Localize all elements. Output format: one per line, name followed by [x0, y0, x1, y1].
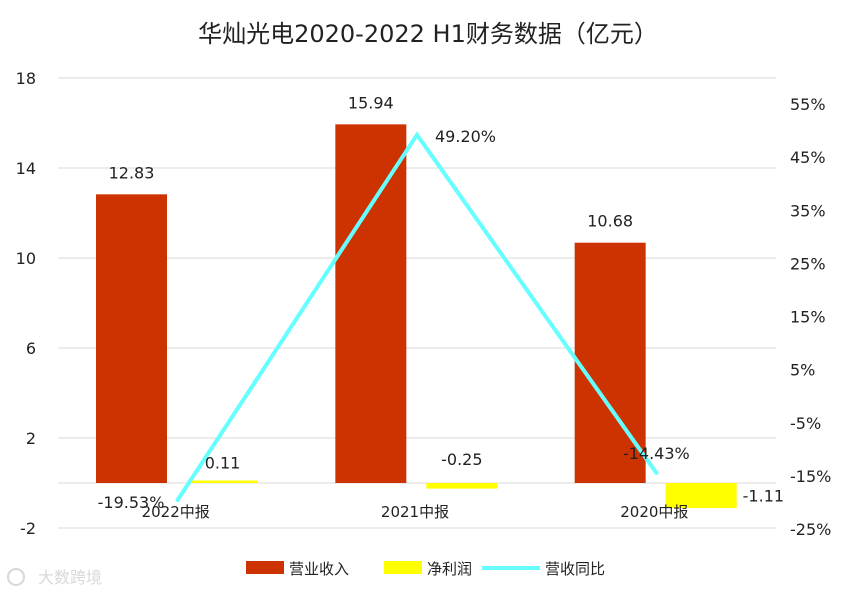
- right-tick-label: 25%: [790, 254, 826, 273]
- net-profit-data-label: 0.11: [205, 454, 241, 473]
- right-tick-label: -25%: [790, 520, 831, 539]
- net-profit-data-label: -0.25: [441, 450, 482, 469]
- watermark-logo-icon: [7, 568, 25, 586]
- right-tick-label: -5%: [790, 414, 821, 433]
- category-labels: 2022中报 2021中报 2020中报: [142, 503, 689, 521]
- chart-title: 华灿光电2020-2022 H1财务数据（亿元）: [198, 20, 658, 48]
- legend-label: 净利润: [427, 560, 472, 578]
- left-tick-label: 10: [16, 249, 36, 268]
- category-label: 2020中报: [620, 503, 688, 521]
- right-tick-label: 15%: [790, 308, 826, 327]
- net-profit-data-label: -1.11: [743, 486, 784, 505]
- yoy-data-label: -19.53%: [98, 493, 165, 512]
- legend-label: 营收同比: [545, 560, 605, 578]
- revenue-data-label: 10.68: [587, 212, 633, 231]
- yoy-point: [175, 497, 180, 502]
- left-tick-label: -2: [20, 519, 36, 538]
- left-tick-label: 2: [26, 429, 36, 448]
- left-tick-label: 14: [16, 159, 36, 178]
- grid-lines: [58, 77, 776, 529]
- legend: 营业收入 净利润 营收同比: [246, 560, 605, 578]
- legend-swatch: [246, 561, 284, 574]
- right-axis-ticks: -25% -15% -5% 5% 15% 25% 35% 45% 55%: [790, 95, 831, 539]
- right-tick-label: 45%: [790, 148, 826, 167]
- left-tick-label: 18: [16, 69, 36, 88]
- right-tick-label: 55%: [790, 95, 826, 114]
- revenue-bar: [96, 194, 167, 483]
- yoy-data-label: 49.20%: [435, 127, 496, 146]
- yoy-point: [415, 132, 419, 137]
- watermark-text: 大数跨境: [38, 568, 102, 587]
- yoy-data-label: -14.43%: [623, 444, 690, 463]
- net-profit-bar: [187, 480, 258, 483]
- right-tick-label: 35%: [790, 201, 826, 220]
- category-label: 2021中报: [381, 503, 449, 521]
- yoy-point: [654, 470, 659, 475]
- net-profit-bar: [665, 483, 737, 508]
- revenue-bar: [335, 124, 407, 483]
- revenue-data-label: 15.94: [348, 93, 394, 112]
- right-tick-label: -15%: [790, 467, 831, 486]
- net-profit-bar: [426, 483, 498, 489]
- watermark: 大数跨境: [7, 568, 102, 587]
- category-label: 2022中报: [142, 503, 210, 521]
- left-axis-ticks: -2 2 6 10 14 18: [16, 69, 36, 538]
- legend-swatch: [384, 561, 422, 574]
- revenue-data-label: 12.83: [109, 163, 155, 182]
- yoy-line: [175, 131, 659, 502]
- left-tick-label: 6: [26, 339, 36, 358]
- data-labels: 12.83 0.11 15.94 -0.25 10.68 -1.11 -19.53% 49.2…: [98, 93, 784, 512]
- right-tick-label: 5%: [790, 361, 815, 380]
- legend-label: 营业收入: [289, 560, 349, 578]
